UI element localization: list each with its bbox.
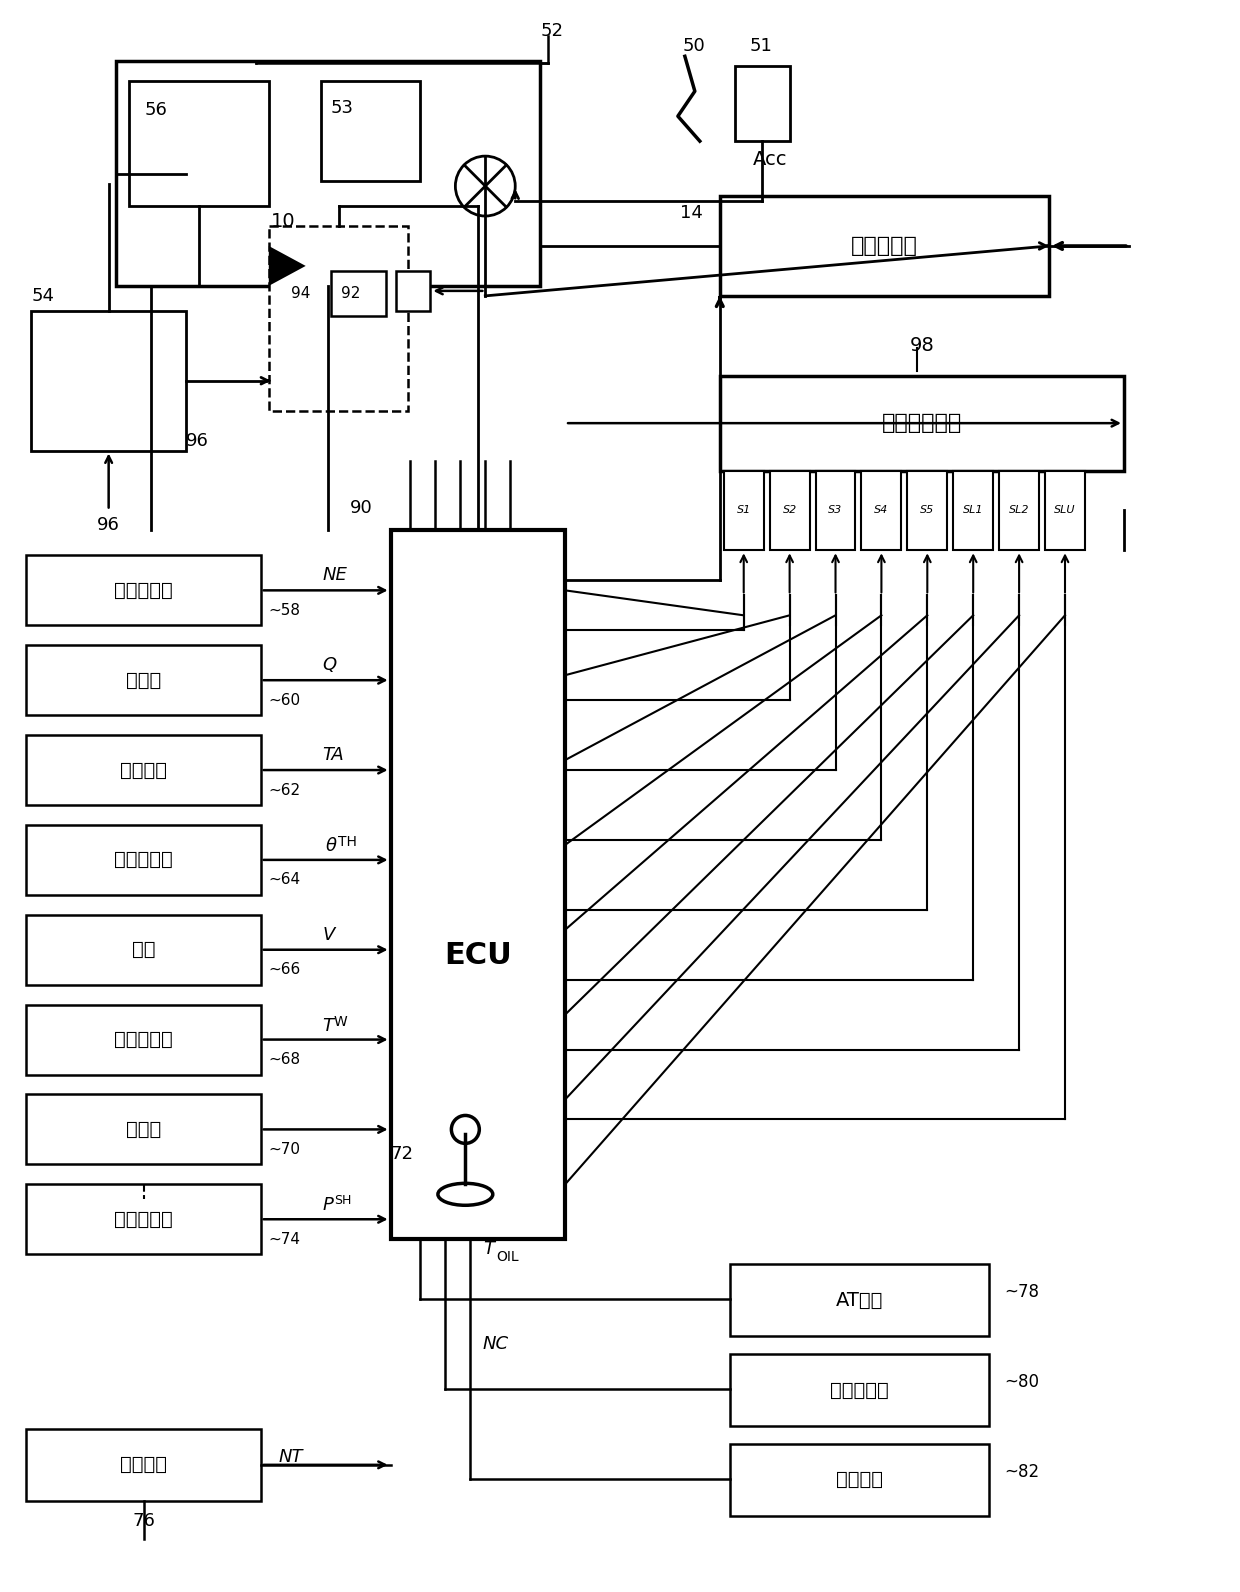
Bar <box>269 226 408 411</box>
Text: ~74: ~74 <box>269 1232 301 1247</box>
Text: P: P <box>322 1196 334 1215</box>
Text: 53: 53 <box>331 99 353 118</box>
Text: S5: S5 <box>920 506 935 516</box>
Text: NC: NC <box>482 1336 508 1353</box>
Text: ~62: ~62 <box>269 783 301 798</box>
Bar <box>26 736 260 806</box>
Text: θ: θ <box>326 837 337 855</box>
Text: ECU: ECU <box>444 941 512 970</box>
Text: ~80: ~80 <box>1004 1372 1039 1391</box>
Bar <box>954 471 993 551</box>
Bar <box>719 376 1123 471</box>
Bar <box>31 310 186 451</box>
Text: SLU: SLU <box>1054 506 1076 516</box>
Bar <box>26 915 260 985</box>
Text: 94: 94 <box>291 287 311 301</box>
Text: S4: S4 <box>874 506 889 516</box>
Polygon shape <box>269 245 306 287</box>
Text: ~60: ~60 <box>269 693 301 708</box>
Text: T: T <box>322 1017 334 1035</box>
Text: 92: 92 <box>341 287 360 301</box>
Text: Q: Q <box>322 656 337 675</box>
Text: SH: SH <box>334 1194 351 1207</box>
Bar <box>321 81 420 181</box>
Text: ~68: ~68 <box>269 1052 301 1067</box>
Text: 换档杆位置: 换档杆位置 <box>114 1210 172 1229</box>
Text: 76: 76 <box>133 1512 155 1530</box>
Bar <box>1045 471 1085 551</box>
Bar <box>724 471 764 551</box>
Bar <box>816 471 856 551</box>
Text: ~58: ~58 <box>269 603 301 618</box>
Text: TH: TH <box>337 834 357 849</box>
Text: NT: NT <box>279 1447 304 1466</box>
Bar <box>719 196 1049 296</box>
Bar <box>730 1264 990 1336</box>
Text: 96: 96 <box>186 431 208 449</box>
Bar <box>26 1430 260 1501</box>
Text: 72: 72 <box>391 1145 413 1164</box>
Bar <box>862 471 901 551</box>
Bar <box>730 1355 990 1426</box>
Text: 54: 54 <box>31 287 55 306</box>
Bar <box>26 825 260 895</box>
Text: ~66: ~66 <box>269 962 301 977</box>
Text: 进气量: 进气量 <box>126 670 161 689</box>
Text: 90: 90 <box>350 498 372 516</box>
Text: 节气门开度: 节气门开度 <box>114 850 172 869</box>
Text: 10: 10 <box>270 212 295 231</box>
Bar <box>117 60 541 287</box>
Text: 制动器: 制动器 <box>126 1119 161 1138</box>
Text: 自动变速器: 自动变速器 <box>851 236 918 256</box>
Text: S1: S1 <box>737 506 751 516</box>
Text: 进气温度: 进气温度 <box>120 761 167 780</box>
Text: ~64: ~64 <box>269 872 301 887</box>
Text: W: W <box>334 1014 347 1028</box>
Bar <box>26 1094 260 1164</box>
Text: 98: 98 <box>909 336 934 355</box>
Text: 车速: 车速 <box>131 941 155 960</box>
Bar <box>735 67 790 142</box>
Bar <box>391 530 565 1239</box>
Text: OIL: OIL <box>496 1250 518 1264</box>
Text: 51: 51 <box>750 37 773 56</box>
Text: TA: TA <box>322 747 345 764</box>
Text: SL1: SL1 <box>963 506 983 516</box>
Text: S3: S3 <box>828 506 843 516</box>
Bar <box>26 1184 260 1254</box>
Text: ~70: ~70 <box>269 1141 301 1157</box>
Text: V: V <box>322 927 335 944</box>
Bar <box>730 1444 990 1516</box>
Text: Acc: Acc <box>753 150 787 169</box>
Text: 14: 14 <box>680 204 703 221</box>
Text: 56: 56 <box>144 102 167 119</box>
Text: AT油温: AT油温 <box>836 1291 883 1310</box>
Bar <box>26 1005 260 1075</box>
Bar <box>26 556 260 626</box>
Text: 96: 96 <box>97 516 120 535</box>
Text: 点火开关: 点火开关 <box>836 1471 883 1489</box>
Text: ~82: ~82 <box>1004 1463 1039 1481</box>
Bar <box>770 471 810 551</box>
Text: 冷却液温度: 冷却液温度 <box>114 1030 172 1049</box>
Text: 发动机转速: 发动机转速 <box>114 581 172 600</box>
Bar <box>26 645 260 715</box>
Text: 涡轮转速: 涡轮转速 <box>120 1455 167 1474</box>
Text: 50: 50 <box>683 37 706 56</box>
Text: 中间轴转速: 中间轴转速 <box>830 1380 889 1399</box>
Bar <box>396 271 430 310</box>
Bar <box>331 271 386 315</box>
Text: ~78: ~78 <box>1004 1283 1039 1301</box>
Text: 液压控制回路: 液压控制回路 <box>882 414 962 433</box>
Bar <box>908 471 947 551</box>
Text: 52: 52 <box>541 22 563 40</box>
Text: T: T <box>482 1240 494 1258</box>
Bar <box>129 81 269 205</box>
Text: SL2: SL2 <box>1009 506 1029 516</box>
Text: S2: S2 <box>782 506 797 516</box>
Text: NE: NE <box>322 567 347 584</box>
Bar <box>999 471 1039 551</box>
